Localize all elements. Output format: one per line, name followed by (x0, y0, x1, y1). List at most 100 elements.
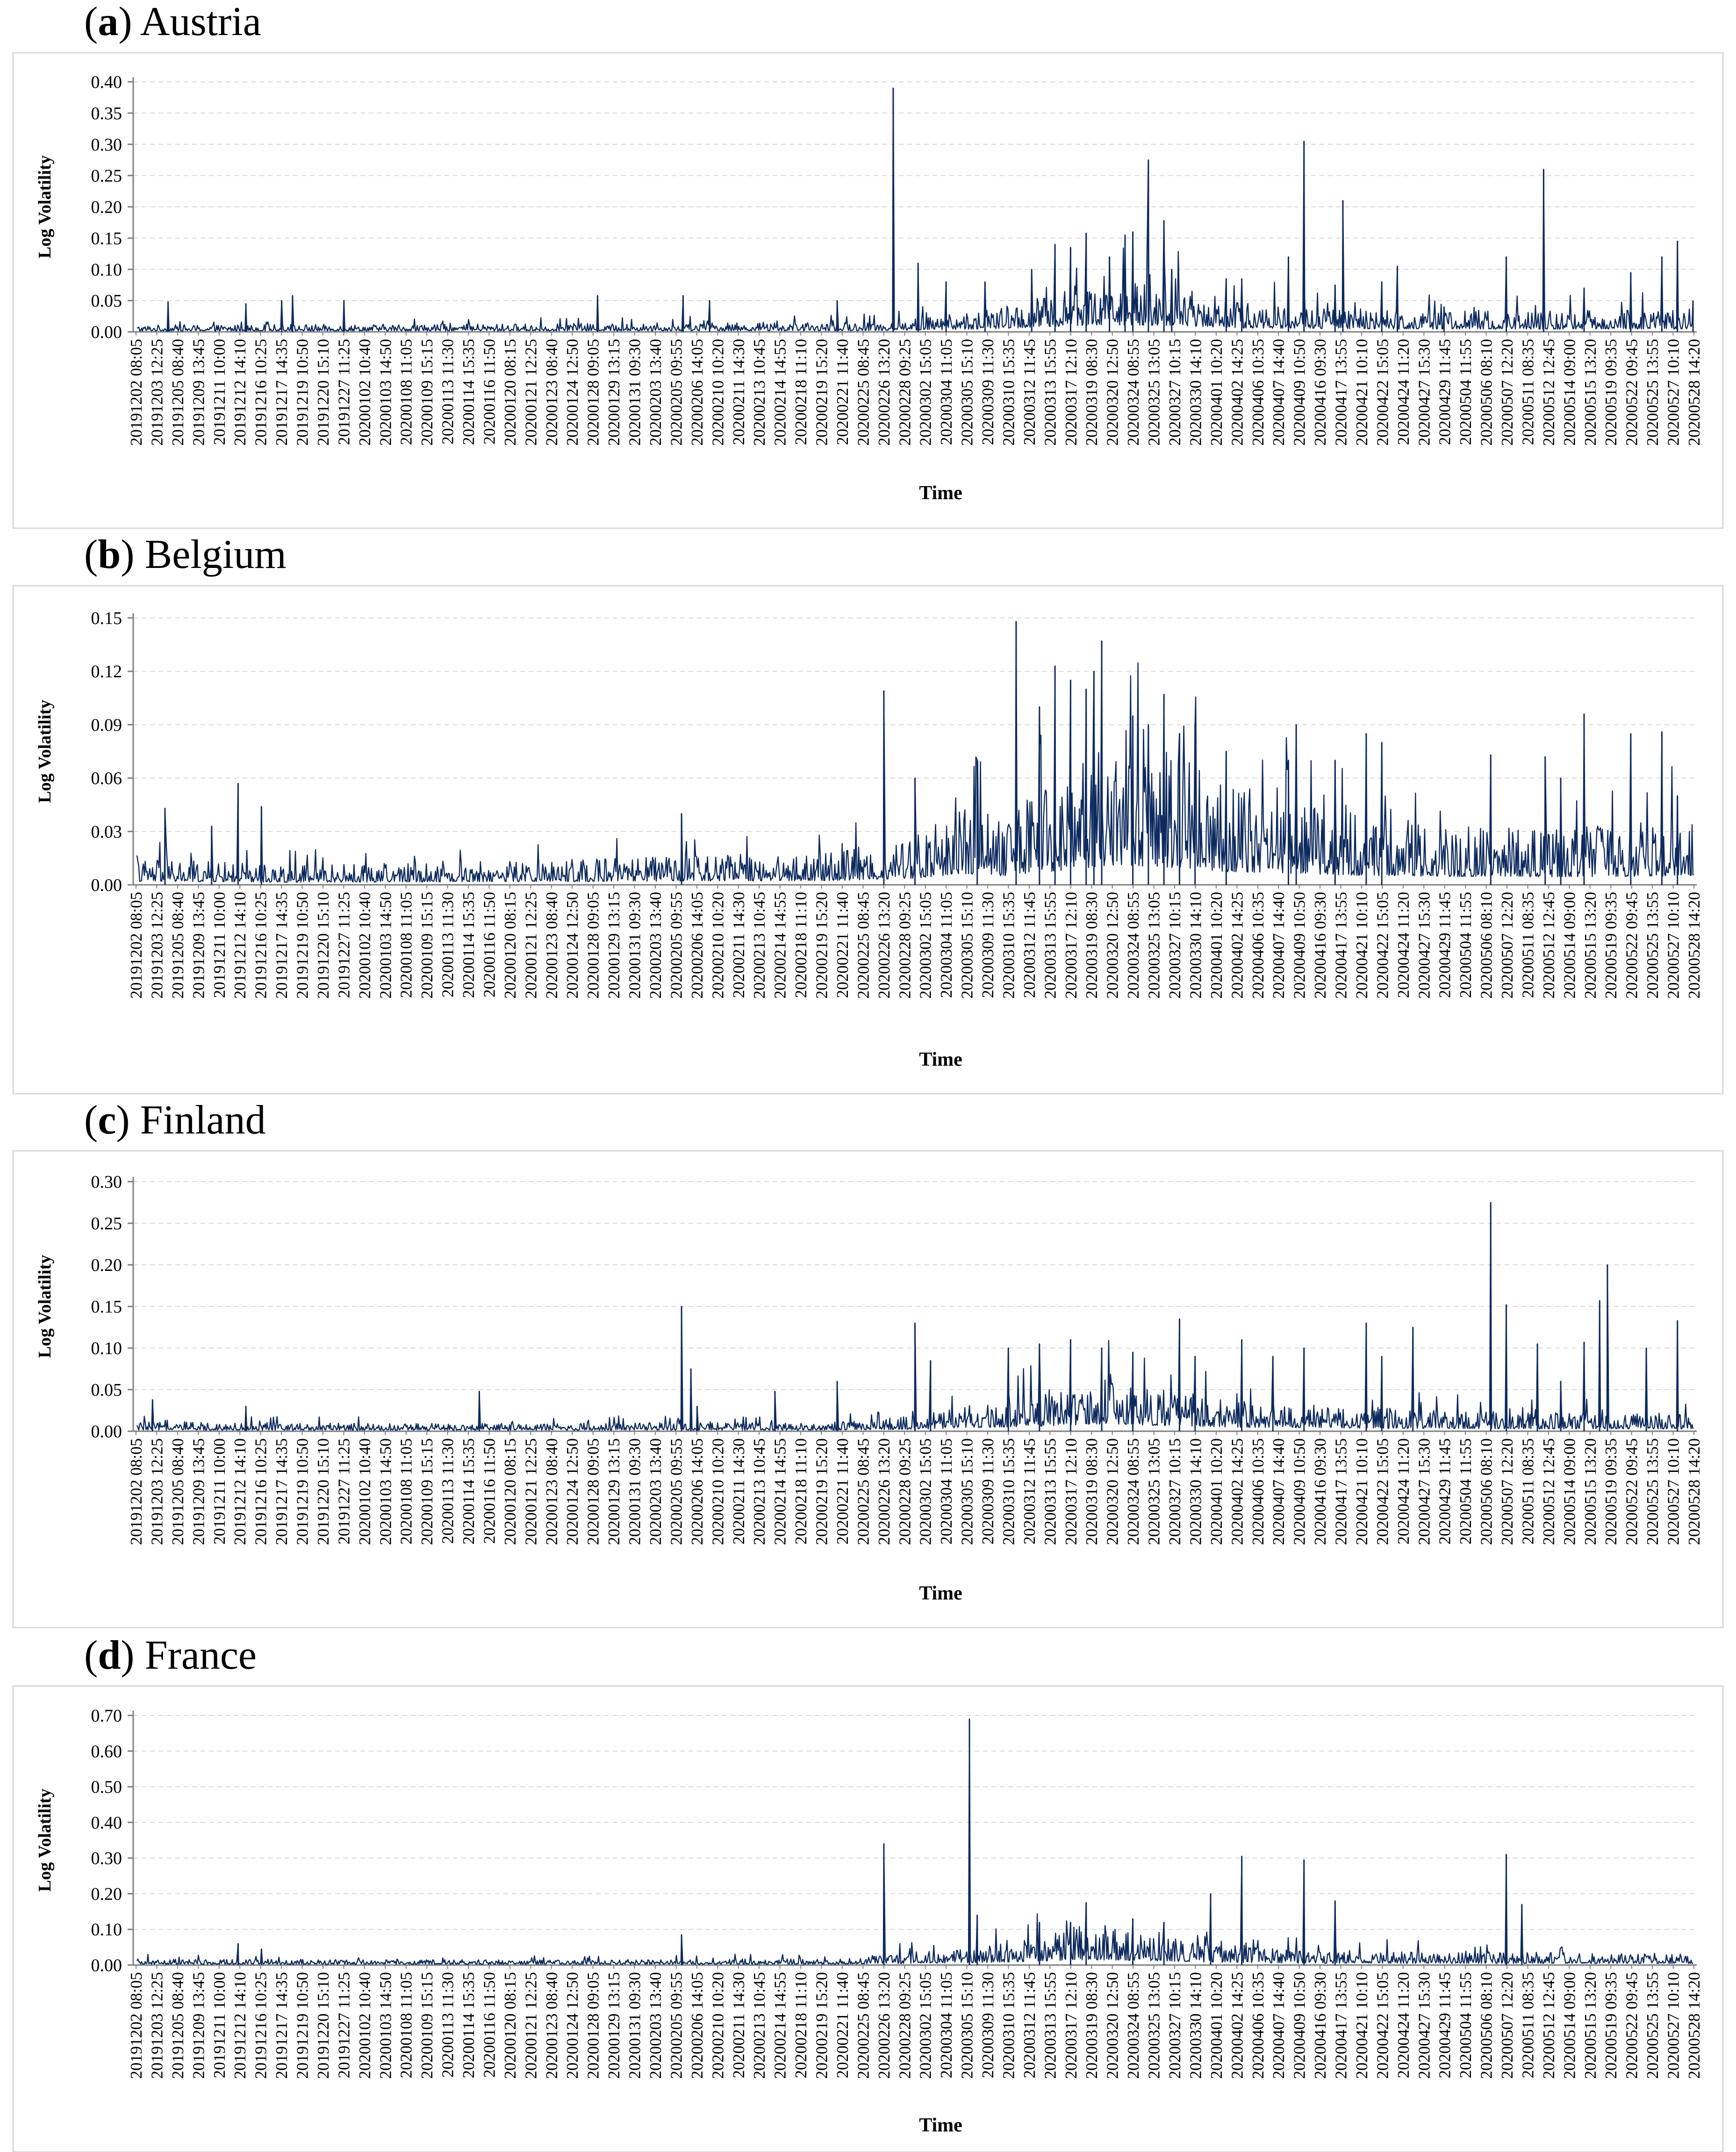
x-tick-label: 20200203 13:40 (646, 1972, 665, 2079)
x-tick-label: 20200327 10:15 (1166, 339, 1184, 445)
x-tick-label: 20200304 11:05 (937, 892, 955, 998)
panel-title: (a) Austria (84, 0, 261, 44)
x-tick-label: 20191217 14:35 (273, 892, 291, 998)
x-tick-label: 20200213 10:45 (750, 1972, 768, 2079)
x-axis-label: Time (919, 1049, 962, 1070)
x-tick-label: 20191209 13:45 (189, 892, 208, 998)
y-tick-label: 0.10 (91, 260, 122, 280)
volatility-series-line (136, 87, 1694, 332)
x-tick-label: 20191205 08:40 (169, 1972, 187, 2079)
x-tick-label: 20200310 15:35 (999, 339, 1018, 445)
x-tick-label: 20200514 09:00 (1560, 892, 1578, 998)
x-tick-label: 20200221 11:40 (833, 892, 852, 998)
x-tick-label: 20191212 14:10 (231, 892, 249, 998)
x-tick-label: 20200515 13:20 (1581, 1438, 1600, 1545)
x-tick-label: 20200124 12:50 (563, 1438, 581, 1545)
x-tick-label: 20200226 13:20 (875, 1438, 893, 1545)
x-tick-label: 20200210 10:20 (709, 892, 727, 998)
x-tick-label: 20200325 13:05 (1145, 892, 1163, 998)
y-tick-label: 0.09 (91, 715, 122, 735)
x-tick-label: 20200407 14:40 (1270, 1972, 1288, 2079)
x-tick-label: 20200409 10:50 (1291, 1438, 1309, 1545)
y-tick-label: 0.00 (91, 1422, 122, 1442)
x-tick-label: 20200409 10:50 (1291, 892, 1309, 998)
x-tick-label: 20200214 14:55 (771, 339, 789, 445)
x-tick-label: 20200319 08:30 (1083, 339, 1101, 445)
x-tick-label: 20200205 09:55 (667, 892, 685, 998)
x-tick-label: 20200129 13:15 (605, 1438, 623, 1545)
x-tick-label: 20200512 12:45 (1540, 339, 1558, 445)
x-tick-label: 20200210 10:20 (709, 1972, 727, 2079)
x-tick-label: 20200131 09:30 (626, 892, 644, 998)
x-tick-label: 20200221 11:40 (833, 339, 852, 445)
panel-title: (b) Belgium (84, 532, 287, 577)
x-tick-label: 20200113 11:30 (439, 1438, 457, 1544)
y-tick-label: 0.50 (91, 1778, 122, 1797)
x-tick-label: 20191216 10:25 (252, 892, 270, 998)
x-tick-label: 20191220 15:10 (314, 1438, 332, 1545)
x-tick-label: 20200406 10:35 (1249, 892, 1267, 998)
x-tick-label: 20200309 11:30 (979, 339, 997, 445)
y-tick-label: 0.30 (91, 135, 122, 155)
x-tick-label: 20200317 12:10 (1062, 1972, 1080, 2079)
x-tick-label: 20200206 14:05 (688, 339, 706, 445)
x-tick-label: 20200205 09:55 (667, 1438, 685, 1545)
x-tick-label: 20191202 08:05 (127, 339, 145, 445)
x-tick-label: 20200422 15:05 (1373, 339, 1392, 445)
x-tick-label: 20200514 09:00 (1560, 1438, 1578, 1545)
x-tick-label: 20200302 15:05 (917, 339, 935, 445)
x-tick-label: 20191205 08:40 (169, 892, 187, 998)
panel-title: (d) France (84, 1633, 257, 1678)
x-tick-label: 20200525 13:55 (1643, 1972, 1662, 2079)
panel-letter: d (98, 1633, 121, 1678)
x-tick-label: 20200214 14:55 (771, 1438, 789, 1545)
x-tick-label: 20200116 11:50 (480, 1438, 498, 1544)
x-tick-label: 20200225 08:45 (854, 339, 872, 445)
x-tick-label: 20191217 14:35 (273, 1972, 291, 2079)
x-tick-label: 20200427 15:30 (1415, 892, 1433, 998)
y-tick-label: 0.25 (91, 1214, 122, 1234)
x-tick-label: 20200507 12:20 (1498, 1438, 1516, 1545)
x-tick-label: 20200417 13:55 (1332, 892, 1350, 998)
x-tick-label: 20191219 10:50 (294, 1972, 312, 2079)
x-tick-label: 20200313 15:55 (1041, 1972, 1059, 2079)
x-tick-label: 20200527 10:10 (1664, 892, 1683, 998)
x-tick-label: 20200120 08:15 (501, 339, 519, 445)
y-tick-label: 0.05 (91, 1380, 122, 1400)
y-tick-label: 0.20 (91, 1884, 122, 1904)
x-tick-label: 20200528 14:20 (1685, 1972, 1703, 2079)
x-tick-label: 20200402 14:25 (1228, 339, 1246, 445)
x-tick-label: 20191209 13:45 (189, 1438, 208, 1545)
y-tick-label: 0.20 (91, 198, 122, 217)
x-tick-label: 20200421 10:10 (1353, 1438, 1371, 1545)
x-tick-label: 20200128 09:05 (584, 339, 603, 445)
x-tick-label: 20200424 11:20 (1394, 1438, 1413, 1544)
x-tick-label: 20200401 10:20 (1207, 892, 1226, 998)
x-tick-label: 20200416 09:30 (1311, 339, 1329, 445)
x-tick-label: 20200228 09:25 (896, 339, 914, 445)
x-tick-label: 20200407 14:40 (1270, 1438, 1288, 1545)
x-tick-label: 20200109 15:15 (418, 339, 436, 445)
x-tick-label: 20200427 15:30 (1415, 1972, 1433, 2079)
x-tick-label: 20200226 13:20 (875, 339, 893, 445)
x-tick-label: 20200228 09:25 (896, 892, 914, 998)
panel-title-open: ( (84, 1633, 98, 1678)
y-tick-label: 0.25 (91, 166, 122, 186)
x-tick-label: 20200511 08:35 (1519, 1972, 1537, 2078)
x-tick-label: 20200422 15:05 (1373, 1972, 1392, 2079)
x-tick-label: 20200320 12:50 (1104, 892, 1122, 998)
x-tick-label: 20200310 15:35 (999, 1972, 1018, 2079)
x-tick-label: 20191209 13:45 (189, 1972, 208, 2079)
x-tick-label: 20200219 15:20 (813, 339, 831, 445)
x-tick-label: 20200406 10:35 (1249, 1972, 1267, 2079)
x-tick-label: 20200211 14:30 (730, 892, 748, 998)
x-tick-label: 20200121 12:25 (522, 339, 540, 445)
x-tick-label: 20200429 11:45 (1436, 1438, 1454, 1544)
x-tick-label: 20200320 12:50 (1104, 339, 1122, 445)
x-tick-label: 20200416 09:30 (1311, 892, 1329, 998)
panel-country: ) Belgium (121, 532, 286, 577)
x-tick-label: 20200131 09:30 (626, 339, 644, 445)
x-tick-label: 20200129 13:15 (605, 339, 623, 445)
panel-frame (12, 52, 1724, 529)
x-tick-label: 20200206 14:05 (688, 892, 706, 998)
